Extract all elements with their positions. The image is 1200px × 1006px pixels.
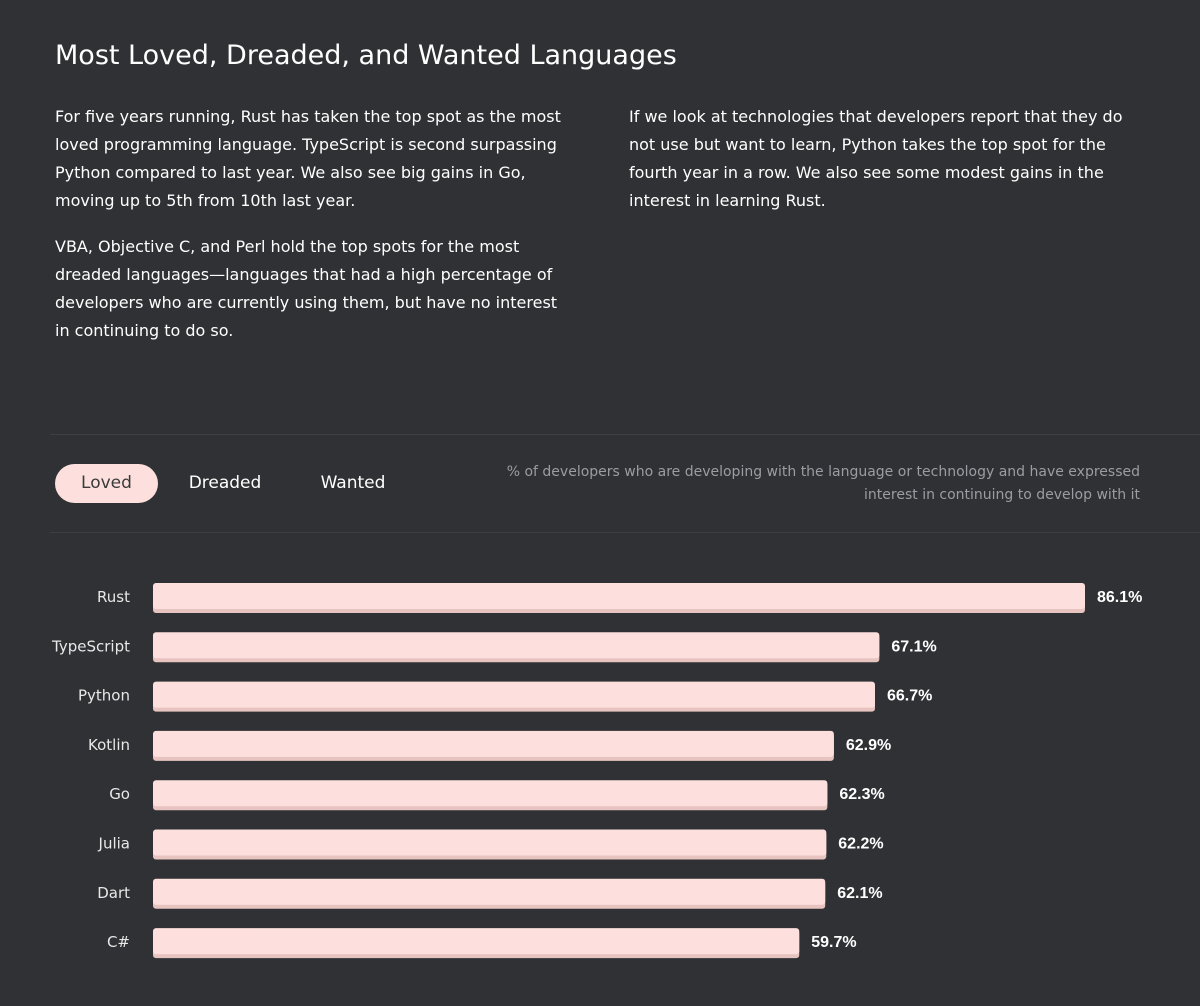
- bar-julia[interactable]: [153, 829, 827, 856]
- tab-loved[interactable]: Loved: [55, 464, 158, 503]
- intro-paragraph-wanted: If we look at technologies that develope…: [629, 107, 1123, 210]
- category-label-kotlin: Kotlin: [88, 736, 130, 754]
- chart-tab-bar: Loved Dreaded Wanted: [55, 464, 414, 503]
- intro-paragraph-dreaded: VBA, Objective C, and Perl hold the top …: [55, 237, 558, 340]
- value-label-rust: 86.1%: [1097, 589, 1142, 606]
- category-label-typescript: TypeScript: [51, 637, 130, 655]
- bar-go[interactable]: [153, 780, 828, 807]
- intro-paragraph-loved: For five years running, Rust has taken t…: [55, 107, 561, 210]
- category-label-python: Python: [78, 687, 130, 705]
- section-divider-top: [50, 434, 1200, 435]
- value-label-julia: 62.2%: [838, 836, 883, 853]
- section-divider-chart: [50, 532, 1200, 533]
- chart-caption: % of developers who are developing with …: [506, 464, 1140, 503]
- tab-wanted[interactable]: Wanted: [320, 473, 386, 493]
- category-label-go: Go: [109, 785, 130, 803]
- bar-dart[interactable]: [153, 878, 826, 905]
- bar-kotlin[interactable]: [153, 730, 834, 757]
- value-label-go: 62.3%: [839, 786, 884, 803]
- bar-csharp[interactable]: [153, 928, 800, 955]
- value-label-typescript: 67.1%: [891, 638, 936, 655]
- category-label-julia: Julia: [98, 835, 130, 853]
- page-title: Most Loved, Dreaded, and Wanted Language…: [55, 40, 677, 71]
- value-label-dart: 62.1%: [837, 885, 882, 902]
- value-label-python: 66.7%: [887, 688, 932, 705]
- bar-rust[interactable]: [153, 583, 1085, 609]
- value-label-kotlin: 62.9%: [846, 737, 891, 754]
- bar-chart: Rust 86.1% TypeScript 67.1% Python 66.7% Kotli…: [51, 583, 1142, 959]
- tab-dreaded[interactable]: Dreaded: [188, 473, 262, 493]
- bar-python[interactable]: [153, 681, 876, 708]
- category-label-dart: Dart: [97, 884, 130, 902]
- category-label-rust: Rust: [97, 588, 130, 606]
- category-label-csharp: C#: [107, 933, 130, 951]
- value-label-csharp: 59.7%: [811, 934, 856, 951]
- bar-typescript[interactable]: [153, 632, 880, 659]
